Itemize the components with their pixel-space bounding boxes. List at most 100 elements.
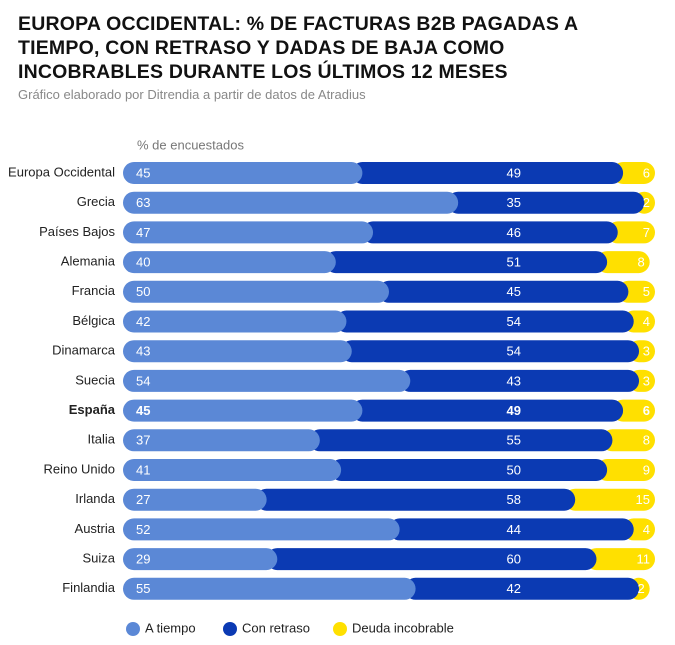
value-label: 8: [643, 433, 650, 448]
chart-subtitle: Gráfico elaborado por Ditrendia a partir…: [18, 87, 366, 102]
y-tick-label: Países Bajos: [39, 224, 115, 239]
bar-segment: [123, 340, 352, 363]
y-tick-label: Dinamarca: [52, 343, 116, 358]
value-label: 4: [643, 522, 650, 537]
chart-title: EUROPA OCCIDENTAL: % DE FACTURAS B2B PAG…: [18, 13, 578, 83]
y-tick-label: España: [69, 402, 116, 417]
value-label: 51: [507, 255, 521, 270]
bar-segment: [606, 221, 655, 244]
bar-segment: [596, 459, 655, 481]
bar-segment: [404, 577, 640, 600]
value-label: 5: [643, 284, 650, 299]
value-label: 4: [643, 314, 650, 329]
value-label: 43: [136, 344, 150, 359]
value-label: 2: [643, 195, 650, 210]
bar-segment: [123, 399, 363, 422]
y-tick-label: Finlandia: [62, 580, 116, 595]
y-tick-label: Grecia: [77, 194, 116, 209]
value-label: 40: [136, 255, 150, 270]
bar-segment: [564, 488, 655, 511]
bar-segment: [255, 488, 576, 511]
bar-segment: [351, 399, 624, 422]
value-label: 50: [136, 284, 150, 299]
value-label: 55: [507, 433, 521, 448]
value-label: 45: [136, 165, 150, 180]
bar-segment: [378, 280, 629, 303]
bar-segment: [123, 251, 336, 274]
bar-segment: [362, 221, 618, 244]
bar-segment: [266, 548, 597, 571]
bar-segment: [330, 459, 608, 481]
legend-label: A tiempo: [145, 620, 196, 635]
value-label: 7: [643, 225, 650, 240]
value-label: 9: [643, 462, 650, 477]
value-label: 46: [507, 225, 521, 240]
y-tick-label: Irlanda: [75, 491, 116, 506]
bar-segment: [123, 191, 459, 214]
legend-label: Con retraso: [242, 620, 310, 635]
bar-segment: [308, 429, 613, 452]
bar-segment: [340, 340, 640, 363]
value-label: 44: [507, 522, 521, 537]
value-label: 3: [643, 373, 650, 388]
value-label: 11: [637, 552, 651, 567]
value-label: 49: [507, 403, 521, 418]
y-tick-label: Bélgica: [72, 313, 115, 328]
y-tick-label: Austria: [75, 521, 116, 536]
axis-label: % de encuestados: [137, 137, 244, 152]
value-label: 49: [507, 165, 521, 180]
bar-segment: [123, 518, 400, 541]
value-label: 3: [643, 344, 650, 359]
bar-segment: [612, 399, 655, 422]
bar-segment: [123, 577, 416, 600]
value-label: 54: [507, 314, 521, 329]
value-label: 58: [507, 492, 521, 507]
bar-segment: [123, 548, 278, 571]
bar-segment: [123, 459, 342, 481]
legend-swatch: [126, 622, 140, 636]
value-label: 45: [136, 403, 150, 418]
y-tick-label: Europa Occidental: [8, 164, 115, 179]
value-label: 42: [136, 314, 150, 329]
value-label: 8: [637, 255, 644, 270]
value-label: 55: [136, 581, 150, 596]
legend-swatch: [333, 622, 347, 636]
value-label: 2: [637, 581, 644, 596]
bar-segment: [324, 251, 608, 274]
value-label: 52: [136, 522, 150, 537]
value-label: 35: [507, 195, 521, 210]
bar-segment: [388, 518, 634, 541]
bar-segment: [123, 280, 389, 303]
bar-segment: [123, 310, 347, 333]
bar-segment: [612, 162, 655, 184]
value-label: 60: [507, 552, 521, 567]
bar-segment: [123, 429, 320, 452]
value-label: 37: [136, 433, 150, 448]
value-label: 41: [136, 462, 150, 477]
y-tick-label: Francia: [72, 283, 116, 298]
value-label: 15: [636, 492, 650, 507]
y-tick-label: Reino Unido: [43, 461, 115, 476]
y-tick-label: Suiza: [82, 551, 115, 566]
value-label: 47: [136, 225, 150, 240]
bar-segment: [399, 369, 640, 392]
bar-segment: [601, 429, 655, 452]
bar-segment: [123, 221, 374, 244]
value-label: 6: [643, 165, 650, 180]
value-label: 45: [507, 284, 521, 299]
bar-segment: [123, 162, 363, 184]
bar-segment: [596, 251, 650, 274]
legend-swatch: [223, 622, 237, 636]
value-label: 63: [136, 195, 150, 210]
value-label: 27: [136, 492, 150, 507]
bar-segment: [351, 162, 624, 184]
legend-label: Deuda incobrable: [352, 620, 454, 635]
y-tick-label: Italia: [88, 432, 116, 447]
bar-segment: [447, 191, 645, 214]
value-label: 54: [136, 373, 150, 388]
value-label: 29: [136, 552, 150, 567]
bar-segment: [335, 310, 634, 333]
value-label: 42: [507, 581, 521, 596]
